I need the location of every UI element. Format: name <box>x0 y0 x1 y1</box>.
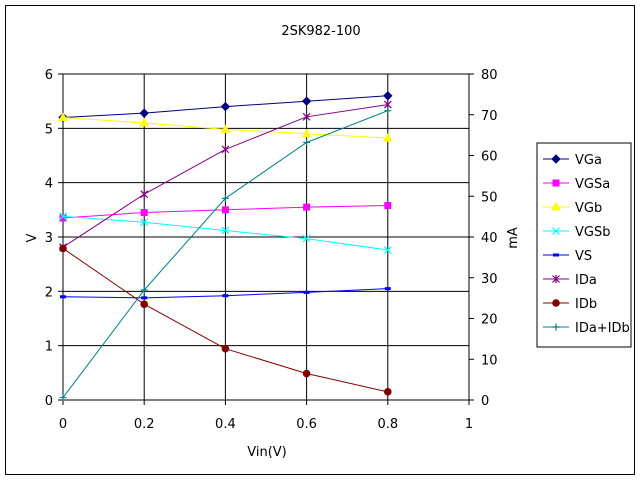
data-point-vgsa <box>303 203 311 211</box>
y-tick-label: 0 <box>45 394 53 409</box>
data-point-vga <box>220 101 231 112</box>
data-point-ida <box>221 145 230 154</box>
data-point-idb <box>221 344 230 353</box>
y2-tick-label: 80 <box>481 68 498 83</box>
data-point-ida-idb <box>59 394 67 402</box>
y2-tick-label: 40 <box>481 231 498 246</box>
data-point-vs <box>60 295 66 299</box>
data-point-vs <box>303 290 310 294</box>
y2-tick-label: 20 <box>481 313 498 328</box>
y-tick-label: 1 <box>45 340 53 355</box>
data-point-ida-idb <box>140 286 148 294</box>
data-point-idb <box>59 244 67 253</box>
y2-tick-label: 0 <box>481 394 489 409</box>
y2-tick-label: 10 <box>481 353 498 368</box>
data-point-idb <box>302 369 311 378</box>
x-tick-label: 0.2 <box>134 417 155 432</box>
legend-label-vga: VGa <box>575 153 602 168</box>
data-point-vgsb <box>59 212 67 221</box>
data-point-vs <box>222 294 229 298</box>
data-point-vga <box>383 91 393 101</box>
y2-tick-label: 30 <box>481 272 498 287</box>
data-point-vgsa <box>59 214 67 222</box>
legend-marker-idb <box>552 299 560 307</box>
y-axis-label: V <box>25 233 40 242</box>
data-point-ida-idb <box>221 194 229 202</box>
data-point-vgsa <box>140 209 148 217</box>
legend-label-vgsa: VGSa <box>575 177 610 192</box>
y2-tick-label: 60 <box>481 150 498 165</box>
legend-marker-vs <box>553 253 559 257</box>
legend-label-vgsb: VGSb <box>575 225 610 240</box>
data-point-vga <box>301 96 312 106</box>
data-point-vgb <box>220 124 231 133</box>
y-tick-label: 4 <box>45 177 53 192</box>
x-tick-label: 0.4 <box>215 417 236 432</box>
x-axis-label: Vin(V) <box>247 445 287 460</box>
chart-title: 2SK982-100 <box>281 24 360 39</box>
legend-label-vgb: VGb <box>575 201 602 216</box>
data-point-vgb <box>139 117 150 127</box>
data-point-ida <box>140 190 149 199</box>
data-point-vs <box>384 287 391 291</box>
x-tick-label: 0.6 <box>296 417 317 432</box>
data-point-ida-idb <box>384 107 392 115</box>
data-point-vgb <box>382 133 393 142</box>
y-tick-label: 2 <box>45 285 53 300</box>
y-tick-label: 3 <box>45 231 53 246</box>
legend-marker-vgb <box>551 201 561 211</box>
y2-tick-label: 70 <box>481 109 498 124</box>
data-point-ida-idb <box>303 138 311 146</box>
legend-label-ida: IDa <box>575 273 597 288</box>
legend-marker-vgsb <box>552 227 560 235</box>
data-point-vgsb <box>383 246 392 254</box>
data-point-vgb <box>58 112 68 121</box>
legend-box <box>536 142 632 348</box>
x-tick-label: 0 <box>59 417 67 432</box>
data-point-vgsb <box>140 218 149 227</box>
data-point-vga <box>139 108 149 118</box>
legend-label-idb: IDb <box>575 297 597 312</box>
legend-marker-vga <box>551 154 561 164</box>
data-point-vgsa <box>384 201 392 209</box>
data-point-vgsb <box>302 234 311 243</box>
legend-marker-ida-idb <box>552 323 560 331</box>
data-point-vgsa <box>221 206 229 214</box>
y-tick-label: 6 <box>45 68 53 83</box>
y-tick-label: 5 <box>45 122 53 137</box>
data-point-idb <box>140 300 148 309</box>
data-point-vgb <box>301 128 312 138</box>
data-point-vs <box>141 296 148 300</box>
x-tick-label: 0.8 <box>377 417 398 432</box>
y2-axis-label: mA <box>506 227 521 249</box>
legend-label-vs: VS <box>575 249 592 264</box>
data-point-ida <box>302 112 311 121</box>
legend-marker-vgsa <box>552 179 560 187</box>
legend-marker-ida <box>552 275 560 283</box>
data-point-idb <box>384 388 392 396</box>
y2-tick-label: 50 <box>481 190 498 205</box>
legend-label-ida-idb: IDa+IDb <box>575 321 630 336</box>
x-tick-label: 1 <box>465 417 473 432</box>
chart-frame: 2SK982-100 0 1 2 3 4 5 6 0 0.2 0.4 0.6 0.8 1 0 10 20 30 4… <box>5 5 635 475</box>
data-point-vgsb <box>221 226 230 235</box>
